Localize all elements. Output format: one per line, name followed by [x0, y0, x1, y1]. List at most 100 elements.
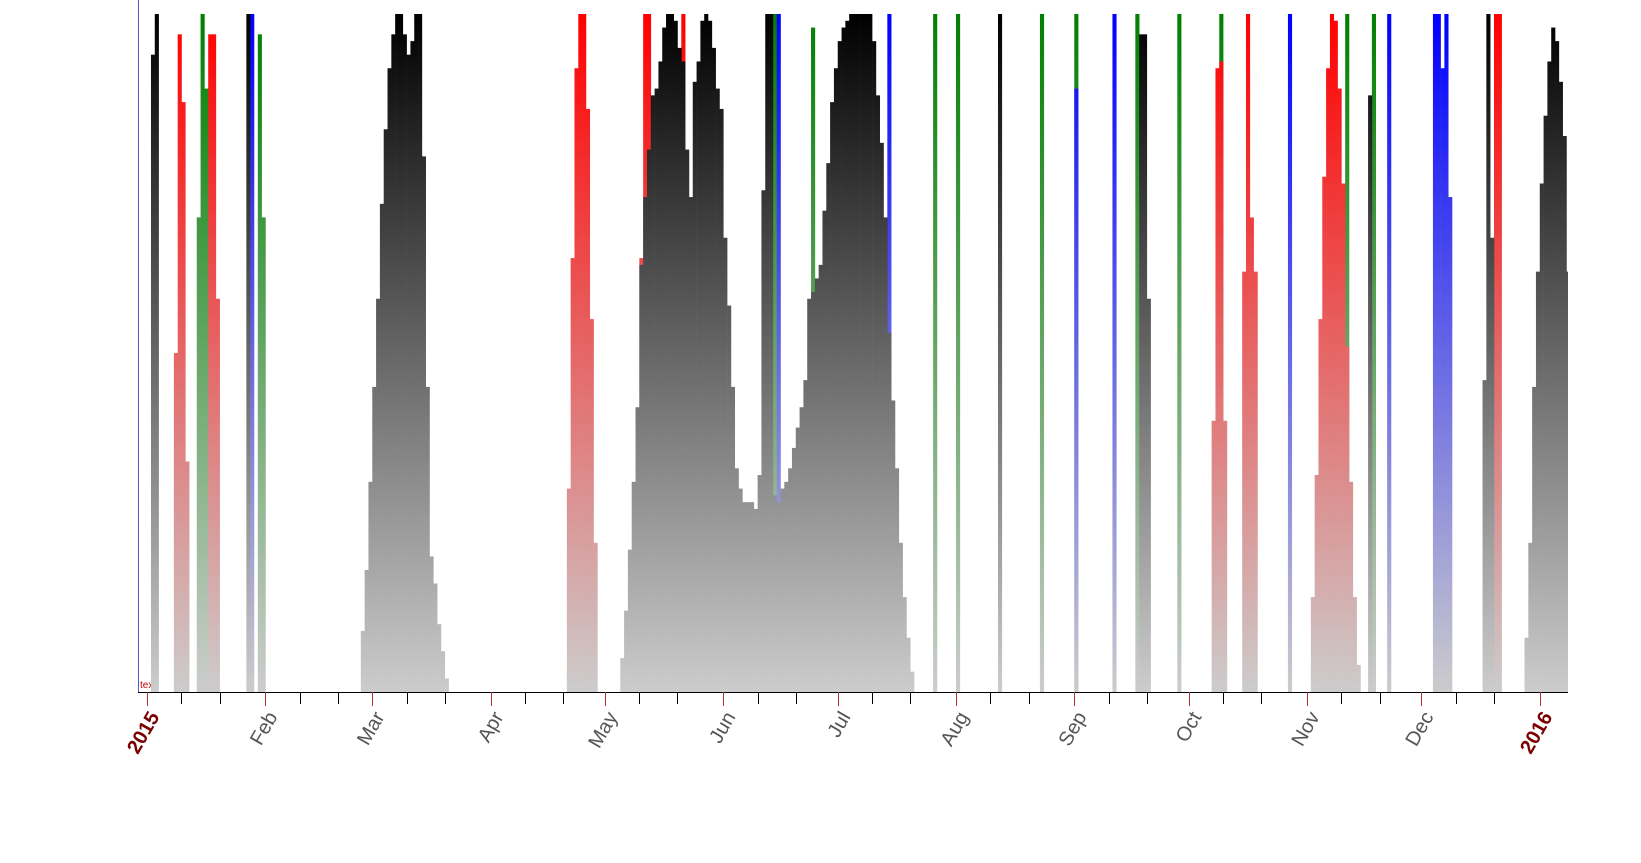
bar — [631, 481, 636, 692]
bar — [784, 481, 789, 692]
bar — [795, 427, 800, 692]
bar — [1532, 386, 1537, 692]
bar — [1318, 319, 1323, 692]
bar — [1039, 14, 1045, 692]
x-tick-label: Jul — [824, 708, 856, 741]
bar — [1322, 176, 1327, 693]
bar — [1345, 346, 1350, 692]
bar — [1368, 95, 1373, 693]
bar — [830, 102, 835, 692]
bar — [883, 217, 888, 692]
bar — [1135, 14, 1140, 692]
bar — [1249, 217, 1254, 692]
bar — [734, 468, 739, 692]
bar — [719, 108, 724, 693]
bar — [1497, 14, 1502, 692]
bar — [433, 583, 438, 692]
bar — [688, 197, 694, 692]
bar — [696, 61, 701, 692]
bar — [906, 637, 911, 692]
bar — [677, 47, 682, 692]
annotation: text — [140, 680, 156, 691]
bar — [704, 14, 709, 692]
bar — [753, 508, 758, 692]
bar — [1352, 597, 1357, 692]
bar — [1287, 14, 1293, 692]
bar — [429, 556, 434, 692]
bar — [658, 61, 663, 692]
bar — [826, 163, 831, 692]
bar — [673, 20, 678, 692]
bar — [872, 41, 877, 693]
bar — [1440, 68, 1445, 693]
bar — [772, 495, 777, 692]
bar — [933, 14, 938, 692]
bar — [956, 14, 961, 692]
x-tick-label: Dec — [1402, 708, 1439, 750]
bar — [261, 217, 266, 692]
bar — [402, 34, 407, 692]
bar — [1387, 14, 1392, 692]
bar — [780, 488, 785, 692]
bar — [181, 102, 186, 692]
bar — [841, 27, 846, 693]
x-tick-label: Feb — [246, 708, 282, 749]
bar — [868, 14, 873, 692]
bar — [444, 678, 449, 692]
bar — [585, 108, 591, 693]
bar — [1543, 115, 1548, 692]
bar — [1539, 183, 1544, 692]
bar — [1326, 68, 1331, 693]
bar — [1329, 14, 1335, 692]
bar — [814, 278, 819, 692]
bar — [627, 549, 633, 692]
bar — [1482, 380, 1487, 692]
bar — [864, 14, 869, 692]
bar — [1253, 271, 1258, 692]
bar — [1112, 14, 1117, 692]
bar — [788, 468, 793, 692]
bar — [1486, 14, 1491, 692]
bar — [803, 380, 808, 692]
bar — [853, 14, 858, 692]
bar — [894, 468, 900, 692]
bar — [200, 14, 205, 692]
x-tick-label: Oct — [1172, 708, 1207, 746]
bar — [666, 14, 671, 692]
bar — [879, 142, 884, 692]
bar — [654, 88, 659, 692]
bar — [418, 14, 423, 692]
bar — [1215, 68, 1220, 693]
bar — [811, 291, 816, 692]
bar — [791, 447, 797, 692]
bar — [799, 407, 804, 692]
bar — [875, 95, 881, 693]
bar — [669, 14, 674, 692]
bar — [749, 502, 755, 692]
bar — [372, 386, 377, 692]
bar — [395, 14, 400, 692]
bar — [376, 298, 381, 692]
bar — [574, 68, 579, 693]
bar — [1444, 14, 1449, 692]
bar — [204, 88, 209, 692]
bar — [1551, 27, 1556, 693]
bar — [997, 14, 1003, 692]
bar — [1139, 34, 1144, 692]
bar — [1348, 481, 1354, 692]
bar — [196, 217, 201, 692]
bar — [776, 502, 781, 692]
bar — [589, 319, 594, 692]
bar — [177, 34, 182, 692]
bar — [1333, 20, 1338, 692]
bar — [582, 14, 587, 692]
bar — [578, 14, 583, 692]
bar — [387, 68, 392, 693]
bar — [421, 156, 426, 692]
bar — [769, 14, 774, 692]
bar — [208, 34, 213, 692]
bar — [1566, 271, 1568, 692]
x-tick-label: Sep — [1055, 708, 1092, 750]
bar — [692, 81, 697, 693]
